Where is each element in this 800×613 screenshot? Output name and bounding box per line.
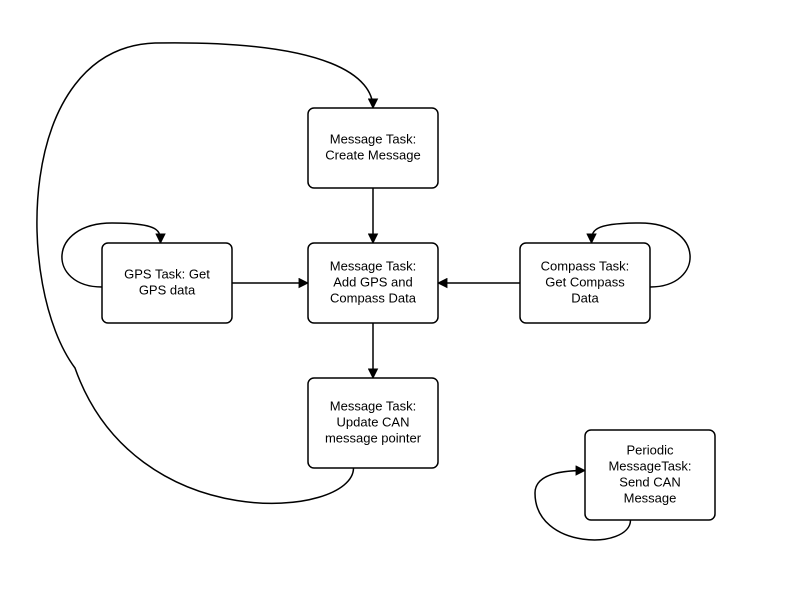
node-add: Message Task:Add GPS andCompass Data — [308, 243, 438, 323]
node-update: Message Task:Update CANmessage pointer — [308, 378, 438, 468]
node-create: Message Task:Create Message — [308, 108, 438, 188]
node-update-label-line-2: message pointer — [325, 430, 422, 445]
node-gps-label-line-0: GPS Task: Get — [124, 266, 210, 281]
node-create-label-line-1: Create Message — [325, 147, 420, 162]
node-gps-label-line-1: GPS data — [139, 282, 196, 297]
node-update-label-line-0: Message Task: — [330, 398, 416, 413]
node-periodic-label-line-1: MessageTask: — [608, 458, 691, 473]
node-periodic-label-line-3: Message — [624, 490, 677, 505]
node-compass-label-line-2: Data — [571, 290, 599, 305]
node-periodic: PeriodicMessageTask:Send CANMessage — [585, 430, 715, 520]
node-periodic-label-line-0: Periodic — [627, 442, 674, 457]
node-add-label-line-1: Add GPS and — [333, 274, 413, 289]
node-update-label-line-1: Update CAN — [337, 414, 410, 429]
node-compass-label-line-1: Get Compass — [545, 274, 625, 289]
node-periodic-label-line-2: Send CAN — [619, 474, 680, 489]
flowchart-canvas: Message Task:Create MessageGPS Task: Get… — [0, 0, 800, 613]
node-add-label-line-2: Compass Data — [330, 290, 417, 305]
node-compass-label-line-0: Compass Task: — [541, 258, 630, 273]
node-create-label-line-0: Message Task: — [330, 131, 416, 146]
node-add-label-line-0: Message Task: — [330, 258, 416, 273]
node-compass: Compass Task:Get CompassData — [520, 243, 650, 323]
node-gps: GPS Task: GetGPS data — [102, 243, 232, 323]
